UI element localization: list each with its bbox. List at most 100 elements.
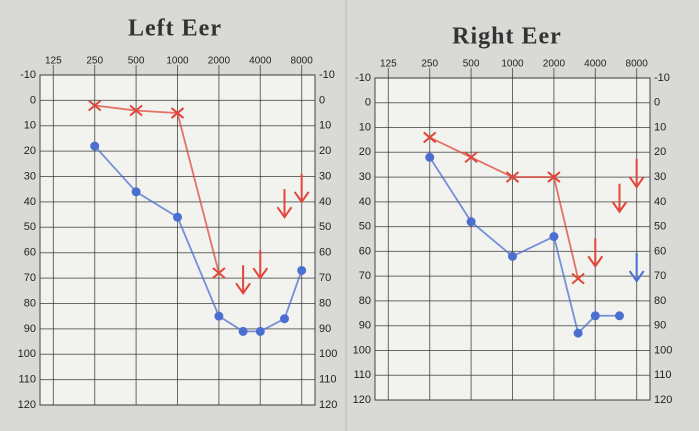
x-tick-label: 4000 xyxy=(249,56,272,67)
cross-marker xyxy=(88,99,102,112)
circle-marker xyxy=(255,326,265,336)
x-tick-label: 500 xyxy=(128,56,145,67)
y-tick-label-right: -10 xyxy=(319,69,335,81)
y-tick-label: 110 xyxy=(353,369,371,381)
y-tick-label-right: 80 xyxy=(319,297,331,309)
x-tick-label: 2000 xyxy=(543,59,566,70)
chart-title: Left Eer xyxy=(128,16,222,42)
y-tick-label-right: 60 xyxy=(654,245,666,257)
y-tick-label-right: 110 xyxy=(319,374,337,386)
circle-marker xyxy=(425,152,435,162)
y-tick-label-right: 90 xyxy=(654,320,666,332)
circle-marker xyxy=(90,141,100,151)
y-tick-label-right: 0 xyxy=(319,94,325,106)
cross-marker xyxy=(212,267,226,279)
chart-title: Right Eer xyxy=(452,24,562,50)
circle-marker xyxy=(573,328,583,338)
y-tick-label: 110 xyxy=(18,374,36,386)
y-tick-label-right: 20 xyxy=(654,146,666,158)
no-response-arrow xyxy=(293,173,310,204)
circle-marker xyxy=(466,217,476,227)
y-tick-label: 100 xyxy=(18,348,36,360)
y-tick-label: 10 xyxy=(359,121,371,133)
y-tick-label: 80 xyxy=(24,297,36,309)
cross-marker xyxy=(464,151,478,164)
y-tick-label-right: 120 xyxy=(654,394,672,406)
y-tick-label-right: 10 xyxy=(654,121,666,133)
cross-marker xyxy=(129,104,143,117)
y-tick-label-right: 60 xyxy=(319,247,331,259)
y-tick-label: 50 xyxy=(24,221,36,233)
y-tick-label: 60 xyxy=(24,247,36,259)
threshold-line xyxy=(94,104,220,274)
y-tick-label-right: 30 xyxy=(654,171,666,183)
no-response-arrow xyxy=(587,238,604,268)
no-response-arrow xyxy=(252,250,269,280)
y-tick-label: 120 xyxy=(353,394,371,406)
circle-marker xyxy=(173,212,182,222)
y-tick-label: -10 xyxy=(20,69,36,81)
threshold-line xyxy=(94,145,303,333)
y-tick-label-right: -10 xyxy=(654,72,670,84)
circle-marker xyxy=(279,314,289,324)
y-tick-label: 90 xyxy=(359,320,371,332)
y-tick-label-right: 40 xyxy=(654,196,666,208)
x-tick-label: 1000 xyxy=(166,56,189,67)
y-tick-label: 80 xyxy=(359,295,371,307)
no-response-arrow xyxy=(276,189,293,219)
y-tick-label-right: 80 xyxy=(654,295,666,307)
y-tick-label: 40 xyxy=(359,196,371,208)
cross-marker xyxy=(170,107,185,119)
cross-marker xyxy=(505,171,520,183)
y-tick-label: -10 xyxy=(355,72,371,84)
y-tick-label: 70 xyxy=(359,270,371,282)
y-tick-label: 10 xyxy=(24,120,36,132)
x-tick-label: 250 xyxy=(421,59,438,70)
x-tick-label: 8000 xyxy=(291,56,314,67)
circle-marker xyxy=(131,187,141,197)
y-tick-label: 40 xyxy=(24,196,36,208)
y-tick-label-right: 10 xyxy=(319,120,331,132)
x-tick-label: 125 xyxy=(45,56,62,67)
y-tick-label-right: 20 xyxy=(319,145,331,157)
y-tick-label-right: 50 xyxy=(319,221,331,233)
circle-marker xyxy=(549,232,559,242)
circle-marker xyxy=(590,311,600,321)
x-tick-label: 4000 xyxy=(584,59,607,70)
y-tick-label-right: 120 xyxy=(319,399,337,411)
y-tick-label: 20 xyxy=(24,145,36,157)
x-tick-label: 8000 xyxy=(626,59,649,70)
cross-marker xyxy=(423,131,437,144)
y-tick-label: 20 xyxy=(359,146,371,158)
x-tick-label: 2000 xyxy=(208,56,231,67)
circle-marker xyxy=(238,326,248,336)
y-tick-label: 30 xyxy=(359,171,371,183)
no-response-arrow xyxy=(628,253,645,283)
y-tick-label-right: 70 xyxy=(654,270,666,282)
y-tick-label: 0 xyxy=(365,97,371,109)
y-tick-label: 0 xyxy=(30,94,36,106)
x-tick-label: 1000 xyxy=(501,59,524,70)
no-response-arrow xyxy=(628,158,645,189)
x-tick-label: 500 xyxy=(463,59,480,70)
y-tick-label: 120 xyxy=(18,399,36,411)
circle-marker xyxy=(614,311,624,321)
y-tick-label-right: 100 xyxy=(654,344,672,356)
x-tick-label: 125 xyxy=(380,59,397,70)
y-tick-label-right: 90 xyxy=(319,323,331,335)
cross-marker xyxy=(571,272,585,285)
y-tick-label-right: 110 xyxy=(654,369,672,381)
y-tick-label: 60 xyxy=(359,245,371,257)
y-tick-label: 100 xyxy=(353,344,371,356)
y-tick-label: 50 xyxy=(359,221,371,233)
circle-marker xyxy=(297,265,307,275)
y-tick-label-right: 50 xyxy=(654,221,666,233)
no-response-arrow xyxy=(611,183,628,214)
circle-marker xyxy=(214,311,224,321)
y-tick-label-right: 30 xyxy=(319,170,331,182)
no-response-arrow xyxy=(235,265,251,296)
y-tick-label-right: 100 xyxy=(319,348,337,360)
y-tick-label-right: 0 xyxy=(654,97,660,109)
cross-marker xyxy=(547,171,561,183)
